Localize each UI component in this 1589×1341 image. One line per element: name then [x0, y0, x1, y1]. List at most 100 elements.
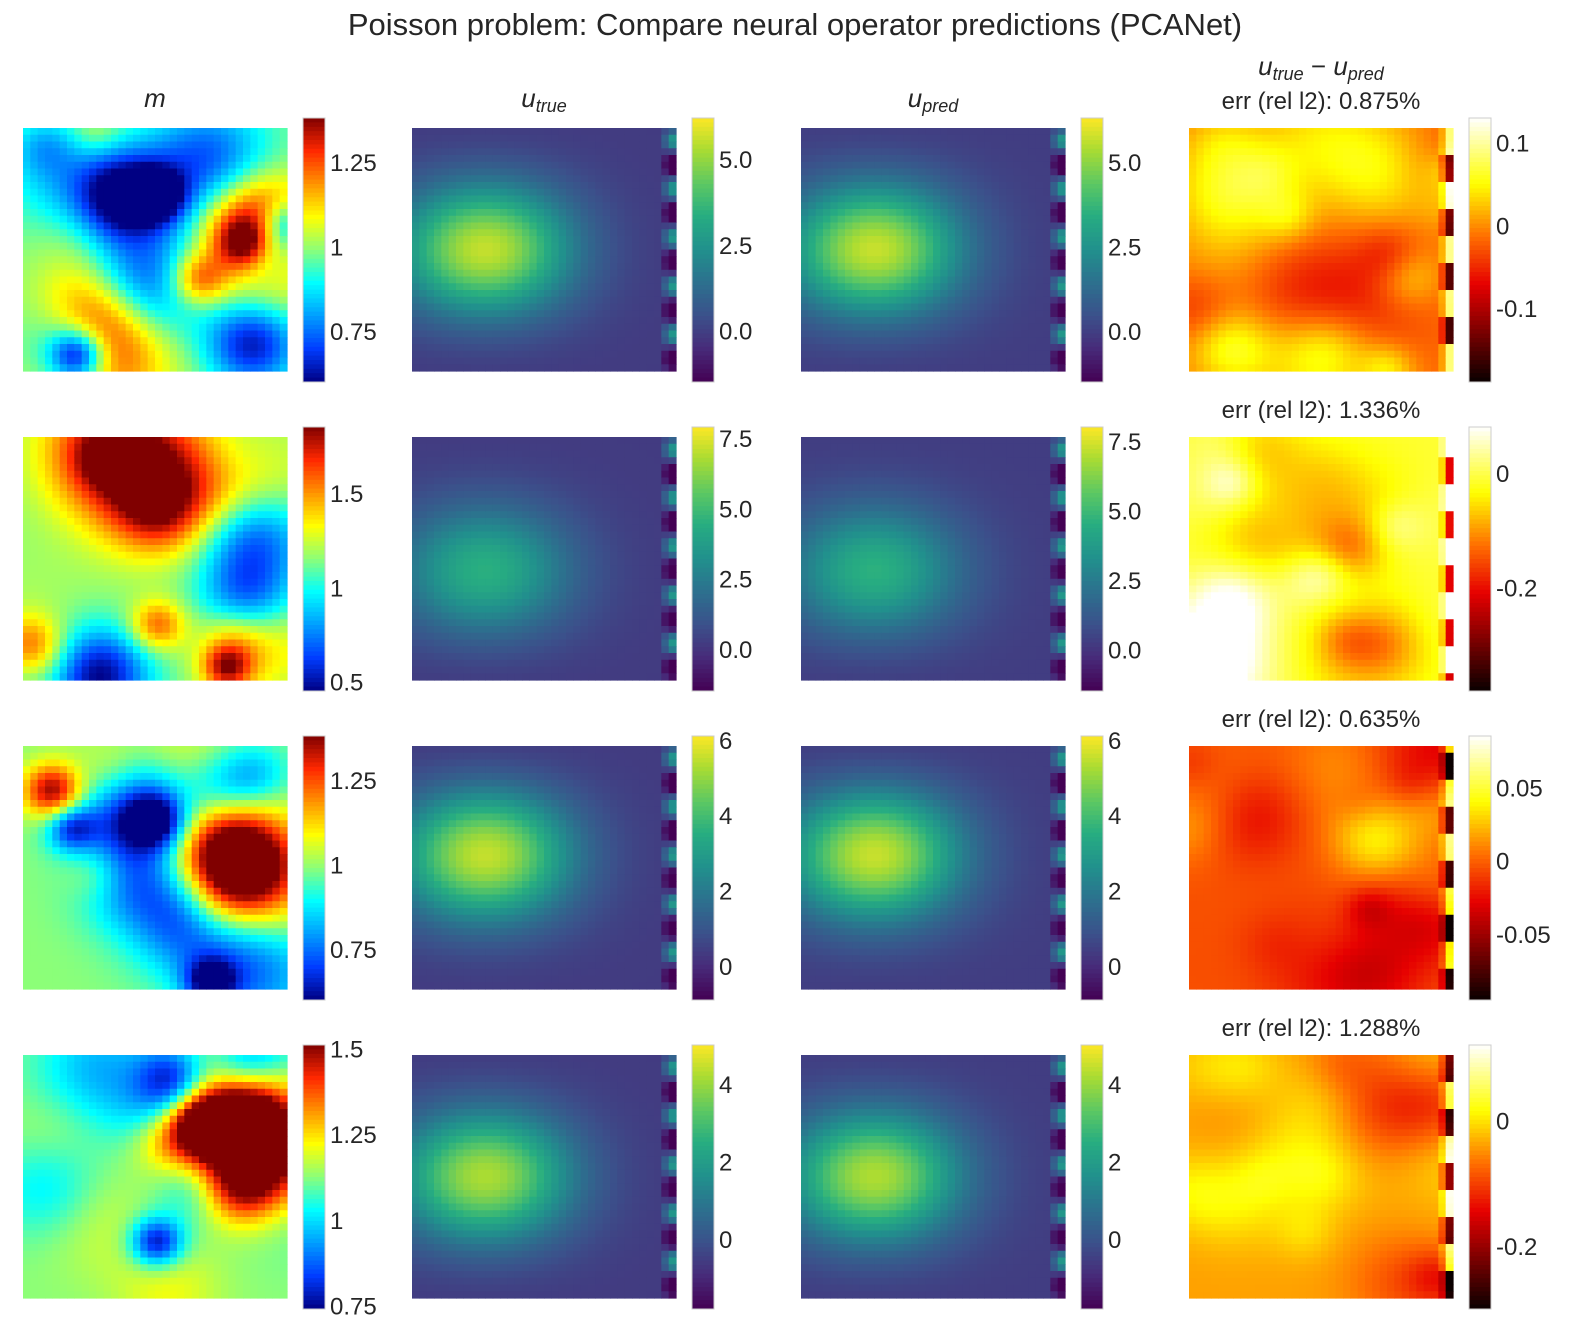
- heatmap-cell: [1028, 202, 1036, 209]
- heatmap-cell: [1189, 148, 1197, 155]
- heatmap-cell: [1036, 290, 1044, 297]
- colorbar-segment: [1081, 180, 1103, 185]
- heatmap-cell: [1014, 256, 1022, 263]
- heatmap-cell: [610, 189, 618, 196]
- heatmap-cell: [148, 358, 156, 365]
- heatmap-cell: [96, 196, 104, 203]
- heatmap-cell: [1211, 256, 1219, 263]
- heatmap-cell: [882, 283, 890, 290]
- heatmap-cell: [221, 209, 229, 216]
- heatmap-cell: [1021, 128, 1029, 135]
- heatmap-cell: [67, 351, 75, 358]
- heatmap-cell: [1299, 317, 1307, 324]
- heatmap-cell: [471, 148, 479, 155]
- heatmap-cell: [111, 250, 119, 257]
- heatmap-cell: [228, 175, 236, 182]
- heatmap-cell: [199, 209, 207, 216]
- heatmap-cell: [933, 358, 941, 365]
- heatmap-cell: [1277, 243, 1285, 250]
- heatmap-cell: [1233, 142, 1241, 149]
- heatmap-cell: [838, 331, 846, 338]
- heatmap-cell: [595, 310, 603, 317]
- heatmap-cell: [1321, 310, 1329, 317]
- heatmap-cell: [1036, 148, 1044, 155]
- heatmap-cell: [1350, 148, 1358, 155]
- heatmap-cell: [551, 324, 559, 331]
- heatmap-cell: [449, 135, 457, 142]
- heatmap-cell: [456, 263, 464, 270]
- heatmap-cell: [801, 364, 809, 371]
- heatmap-cell: [970, 142, 978, 149]
- heatmap-cell: [478, 337, 486, 344]
- heatmap-cell: [999, 223, 1007, 230]
- heatmap-cell: [250, 229, 258, 236]
- heatmap-cell: [551, 202, 559, 209]
- heatmap-cell: [140, 270, 148, 277]
- heatmap-cell: [992, 263, 1000, 270]
- heatmap-cell: [860, 250, 868, 257]
- heatmap-cell: [1306, 263, 1314, 270]
- heatmap-cell: [228, 223, 236, 230]
- heatmap-cell: [1321, 216, 1329, 223]
- heatmap-cell: [1255, 223, 1263, 230]
- heatmap-cell: [265, 263, 273, 270]
- heatmap-cell: [170, 236, 178, 243]
- heatmap-cell: [82, 351, 90, 358]
- heatmap-cell: [882, 209, 890, 216]
- heatmap-cell: [1328, 209, 1336, 216]
- heatmap-cell: [962, 290, 970, 297]
- heatmap-cell: [89, 297, 97, 304]
- heatmap-cell: [918, 216, 926, 223]
- heatmap-cell: [1262, 216, 1270, 223]
- heatmap-cell: [1006, 223, 1014, 230]
- heatmap-cell: [82, 169, 90, 176]
- heatmap-cell: [126, 162, 134, 169]
- heatmap-cell: [830, 169, 838, 176]
- heatmap-cell: [236, 223, 244, 230]
- heatmap-cell: [595, 202, 603, 209]
- heatmap-cell: [1321, 337, 1329, 344]
- heatmap-cell: [485, 337, 493, 344]
- heatmap-cell: [559, 297, 567, 304]
- heatmap-cell: [515, 142, 523, 149]
- heatmap-cell: [265, 290, 273, 297]
- heatmap-cell: [155, 337, 163, 344]
- heatmap-cell: [566, 337, 574, 344]
- heatmap-cell: [933, 277, 941, 284]
- heatmap-cell: [280, 351, 288, 358]
- error-label: err (rel l2): 0.875%: [1222, 88, 1421, 115]
- heatmap-cell: [1189, 182, 1197, 189]
- heatmap-cell: [595, 324, 603, 331]
- heatmap-cell: [126, 148, 134, 155]
- heatmap-cell: [177, 189, 185, 196]
- heatmap-cell: [603, 324, 611, 331]
- heatmap-cell: [874, 189, 882, 196]
- heatmap-cell: [1277, 277, 1285, 284]
- heatmap-cell: [206, 189, 214, 196]
- heatmap-cell: [588, 142, 596, 149]
- heatmap-cell: [192, 135, 200, 142]
- heatmap-cell: [1255, 182, 1263, 189]
- colorbar-m: 0.7511.25: [303, 118, 377, 383]
- heatmap-cell: [603, 182, 611, 189]
- heatmap-cell: [1058, 148, 1066, 155]
- heatmap-cell: [522, 148, 530, 155]
- heatmap-cell: [955, 337, 963, 344]
- heatmap-cell: [126, 169, 134, 176]
- heatmap-cell: [441, 229, 449, 236]
- heatmap-cell: [845, 277, 853, 284]
- heatmap-cell: [67, 304, 75, 311]
- colorbar-segment: [1081, 360, 1103, 365]
- heatmap-cell: [595, 331, 603, 338]
- heatmap-cell: [1358, 270, 1366, 277]
- heatmap-cell: [896, 236, 904, 243]
- heatmap-cell: [243, 351, 251, 358]
- colorbar-segment: [1081, 263, 1103, 268]
- colorbar-segment: [303, 272, 325, 277]
- heatmap-cell: [999, 135, 1007, 142]
- heatmap-cell: [669, 202, 677, 209]
- heatmap-cell: [1358, 317, 1366, 324]
- heatmap-cell: [111, 229, 119, 236]
- heatmap-cell: [933, 344, 941, 351]
- heatmap-cell: [639, 331, 647, 338]
